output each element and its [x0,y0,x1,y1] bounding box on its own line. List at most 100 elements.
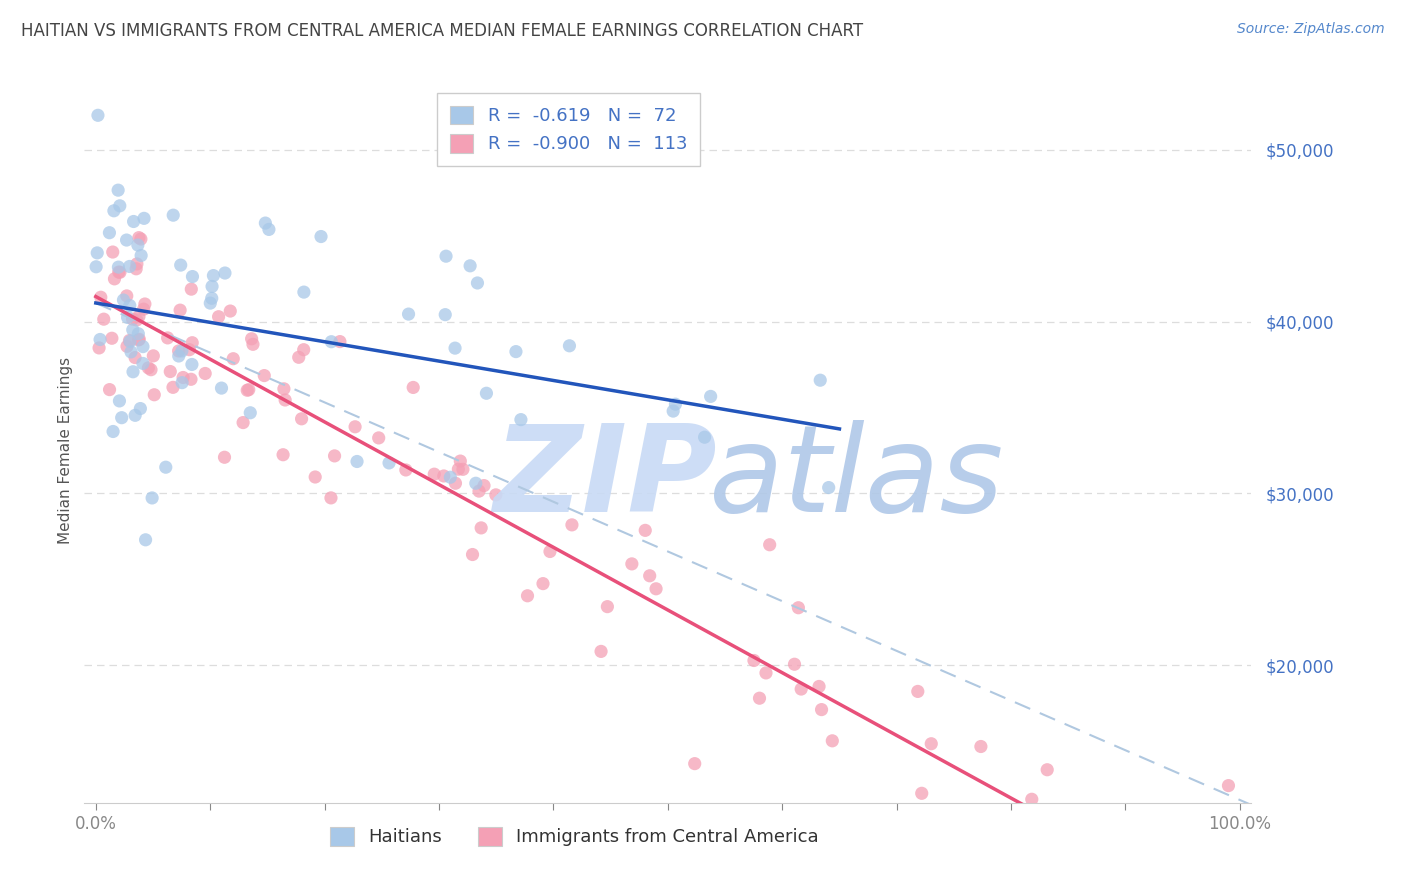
Point [447,462,470,476]
Point [128,230,150,244]
Point [1019,852,1042,866]
Point [589,644,612,658]
Point [170,258,193,272]
Point [118,334,141,349]
Point [214,450,236,465]
Point [323,449,346,463]
Point [304,470,326,484]
Point [817,481,839,495]
Point [162,208,184,222]
Point [201,291,224,305]
Point [142,349,165,363]
Point [970,739,993,754]
Point [103,272,125,286]
Point [101,245,124,260]
Point [214,266,236,280]
Point [167,343,190,358]
Point [979,824,1001,838]
Point [1059,862,1081,876]
Point [141,491,163,505]
Y-axis label: Median Female Earnings: Median Female Earnings [58,357,73,544]
Point [398,307,420,321]
Point [472,478,495,492]
Point [808,680,831,694]
Point [464,476,486,491]
Point [620,557,643,571]
Point [181,269,204,284]
Point [444,476,467,491]
Point [1036,763,1059,777]
Point [84,260,107,274]
Point [107,183,129,197]
Point [1197,879,1219,892]
Point [344,419,367,434]
Point [329,334,352,349]
Point [664,397,686,411]
Point [402,380,425,394]
Text: Source: ZipAtlas.com: Source: ZipAtlas.com [1237,22,1385,37]
Point [179,343,201,357]
Point [810,703,832,717]
Point [107,260,129,274]
Point [461,548,484,562]
Point [558,339,581,353]
Point [645,582,668,596]
Point [475,386,498,401]
Point [271,448,294,462]
Point [257,222,280,236]
Point [742,653,765,667]
Point [292,285,315,299]
Point [115,289,138,303]
Point [132,302,155,317]
Point [124,351,146,365]
Point [1026,814,1049,828]
Point [808,373,831,387]
Point [254,216,277,230]
Point [201,279,224,293]
Point [662,404,685,418]
Point [132,356,155,370]
Point [699,389,721,403]
Point [238,383,260,397]
Point [683,756,706,771]
Point [309,229,332,244]
Point [122,214,145,228]
Point [162,380,184,394]
Point [122,365,145,379]
Point [127,238,149,252]
Point [783,657,806,672]
Point [143,388,166,402]
Point [367,431,389,445]
Point [755,665,778,680]
Point [434,249,457,263]
Point [239,406,262,420]
Point [181,358,204,372]
Point [159,365,181,379]
Point [156,331,179,345]
Point [219,304,242,318]
Point [129,232,152,246]
Point [240,332,263,346]
Point [121,323,143,337]
Point [222,351,245,366]
Point [561,517,583,532]
Point [907,684,929,698]
Point [1038,836,1060,850]
Point [87,108,110,122]
Point [211,381,233,395]
Point [821,734,844,748]
Point [423,467,446,482]
Point [125,257,148,271]
Point [287,351,309,365]
Point [516,589,538,603]
Point [112,293,135,307]
Text: atlas: atlas [709,420,1004,537]
Point [458,259,481,273]
Point [638,568,661,582]
Point [107,265,129,279]
Point [128,332,150,346]
Point [319,491,342,505]
Point [758,538,780,552]
Point [125,261,148,276]
Point [242,337,264,351]
